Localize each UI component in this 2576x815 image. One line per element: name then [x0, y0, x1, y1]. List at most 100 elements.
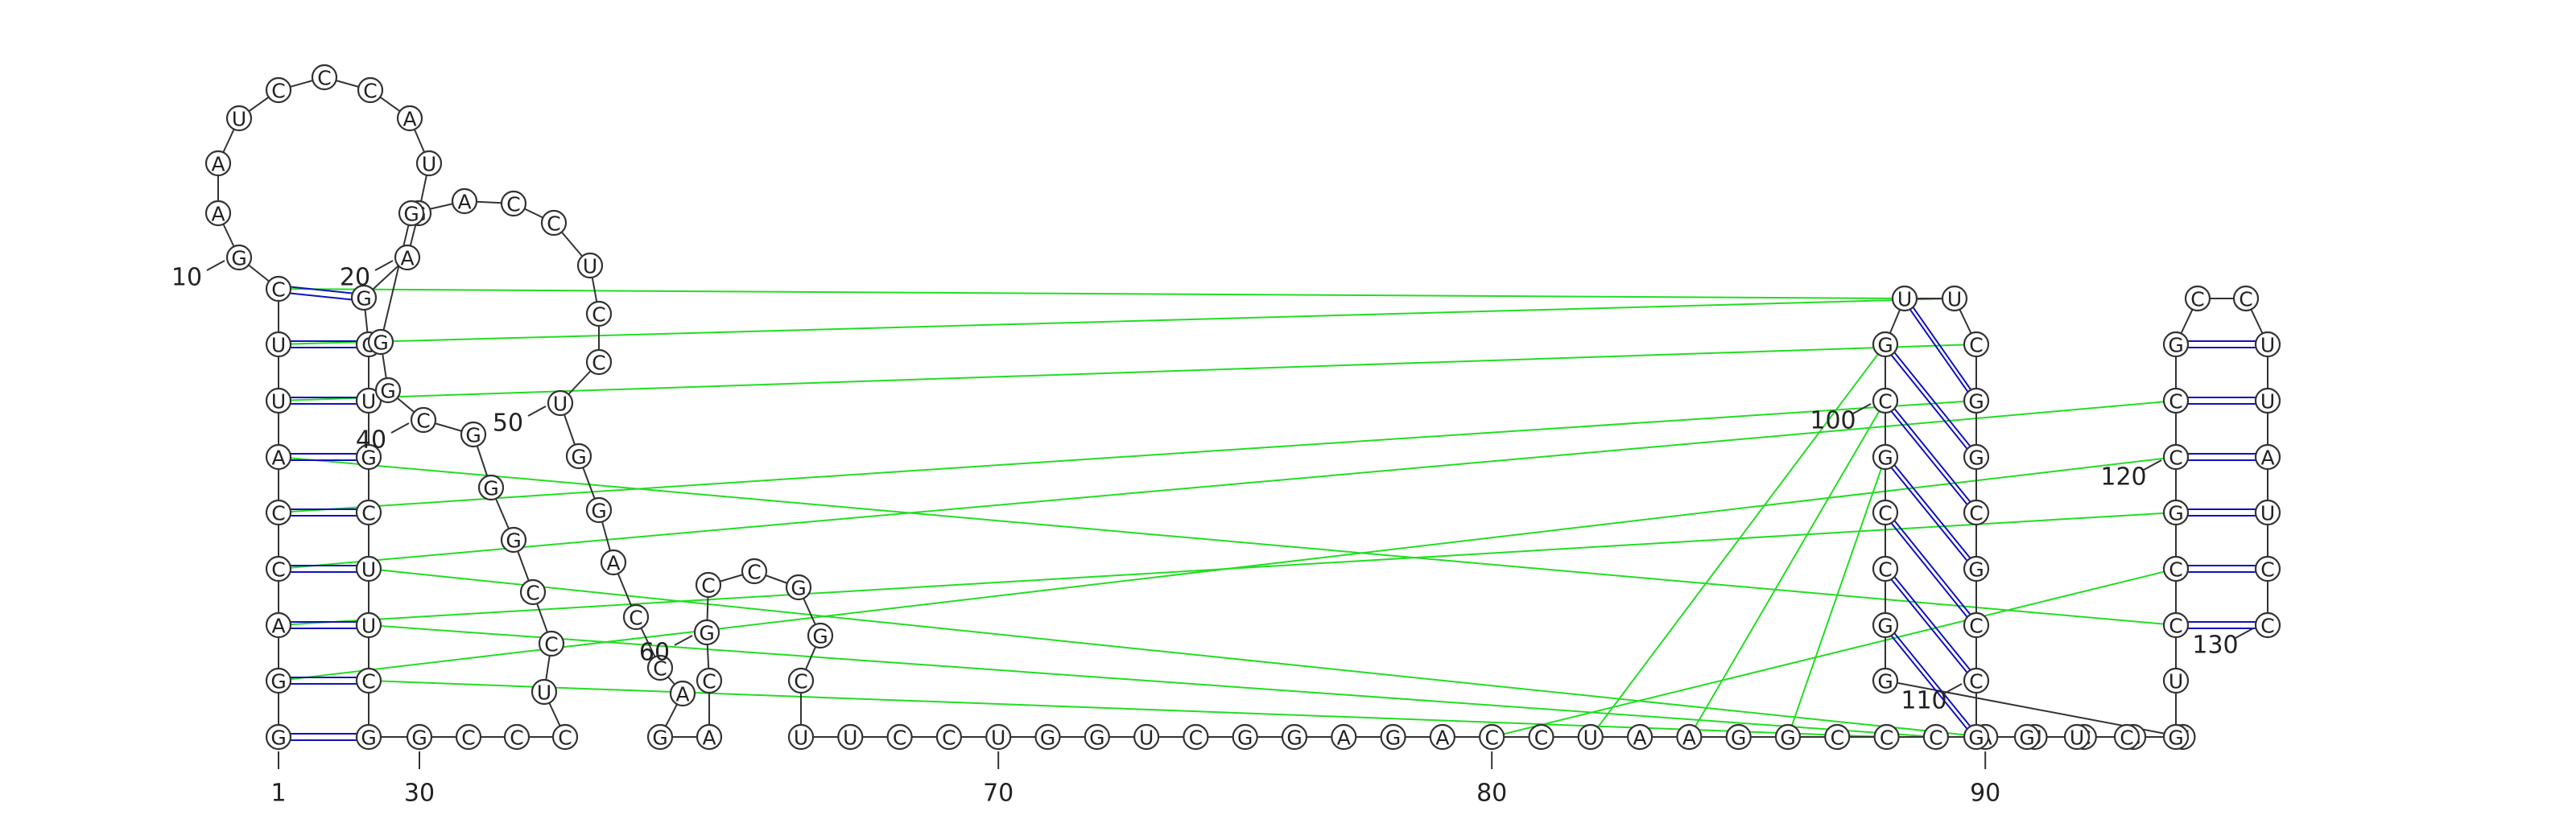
- nucleotide: G: [1281, 723, 1308, 751]
- nucleotide: C: [787, 667, 815, 694]
- nucleotide: G: [1084, 723, 1110, 751]
- tertiary-interaction-line: [368, 624, 1936, 738]
- nucleotide: G: [1872, 443, 1899, 471]
- nucleotide: G: [477, 474, 505, 501]
- nucleotide-letter: G: [591, 500, 606, 523]
- nucleotide: C: [355, 667, 382, 694]
- nucleotide: G: [1963, 723, 1990, 751]
- nucleotide: U: [415, 150, 443, 177]
- nucleotide-letter: G: [231, 247, 246, 270]
- nucleotide: C: [1922, 723, 1949, 751]
- tertiary-interaction-line: [278, 400, 2177, 570]
- position-label: 20: [340, 264, 370, 292]
- nucleotide-letter: U: [2169, 670, 2183, 694]
- nucleotide-letter: C: [702, 670, 716, 694]
- nucleotide: G: [585, 496, 613, 524]
- position-label: 130: [2192, 632, 2238, 660]
- nucleotide-letter: U: [1583, 727, 1598, 750]
- nucleotide: G: [406, 723, 433, 751]
- nucleotide-letter: C: [2239, 288, 2252, 311]
- nucleotide-letter: G: [356, 287, 371, 311]
- base-pair: [1885, 453, 1977, 573]
- nucleotide: A: [696, 723, 723, 751]
- nucleotide-letter: U: [361, 390, 376, 414]
- tertiary-interaction-line: [1491, 568, 2177, 738]
- nucleotide-letter: G: [483, 477, 498, 500]
- nucleotide: G: [2162, 499, 2190, 526]
- nucleotide-letter: C: [2190, 288, 2204, 311]
- base-pair: [279, 621, 369, 629]
- nucleotide-letter: A: [1435, 727, 1449, 750]
- nucleotide: U: [1577, 723, 1604, 751]
- nucleotide-letter: G: [1877, 615, 1893, 638]
- nucleotide-letter: C: [271, 502, 285, 525]
- nucleotide-letter: C: [317, 67, 331, 90]
- nucleotide: C: [1963, 667, 1990, 694]
- nucleotide: C: [500, 190, 527, 217]
- base-pair: [1904, 294, 1977, 405]
- nucleotide-letter: U: [1139, 727, 1154, 750]
- nucleotide-letter: G: [1968, 390, 1984, 414]
- nucleotide: U: [1941, 285, 1968, 312]
- nucleotide-letter: C: [271, 80, 285, 103]
- nucleotide: G: [1872, 331, 1899, 358]
- nucleotide-letter: U: [991, 727, 1005, 750]
- nucleotide: C: [265, 499, 292, 526]
- nucleotide-letter: U: [271, 334, 286, 357]
- base-pair: [279, 508, 369, 517]
- nucleotide-letter: A: [211, 153, 225, 176]
- nucleotide: U: [576, 252, 604, 279]
- tertiary-interaction-line: [278, 288, 1905, 299]
- nucleotide-letter: C: [1969, 502, 1983, 525]
- nucleotide-letter: U: [361, 558, 376, 582]
- nucleotide: G: [1725, 723, 1752, 751]
- nucleotide-letter: G: [1877, 670, 1893, 694]
- base-pair: [2176, 340, 2268, 348]
- nucleotide-letter: C: [2169, 390, 2182, 414]
- nucleotide-letter: C: [2260, 615, 2274, 638]
- nucleotide: C: [1528, 723, 1554, 751]
- nucleotide: C: [696, 667, 723, 694]
- position-label: 10: [171, 264, 202, 292]
- base-pair: [1885, 621, 1977, 741]
- nucleotide-letter: A: [211, 203, 225, 226]
- nucleotide: G: [398, 200, 425, 227]
- nucleotide: C: [410, 406, 437, 434]
- nucleotide-letter: U: [1897, 288, 1912, 311]
- nucleotide-letter: A: [702, 727, 716, 750]
- nucleotide: A: [1626, 723, 1653, 751]
- nucleotide-letter: G: [1089, 727, 1104, 750]
- nucleotide-letter: C: [1929, 727, 1942, 750]
- nucleotide: C: [935, 723, 963, 751]
- nucleotide: C: [1963, 611, 1990, 639]
- nucleotide-letter: G: [380, 380, 395, 403]
- nucleotide: A: [204, 200, 232, 227]
- nucleotide-letter: C: [2169, 447, 2182, 470]
- nucleotide: G: [1872, 611, 1899, 639]
- position-label: 100: [1810, 407, 1856, 435]
- nucleotide: C: [355, 499, 382, 526]
- tertiary-interaction-line: [368, 680, 1887, 738]
- nucleotide: G: [367, 328, 394, 356]
- position-label: 80: [1476, 780, 1507, 808]
- base-pair: [279, 340, 369, 348]
- tertiary-interaction-line: [278, 344, 1977, 401]
- nucleotide: C: [1872, 387, 1899, 414]
- nucleotide: C: [2162, 611, 2190, 639]
- nucleotide-letter: G: [791, 577, 806, 600]
- nucleotide-letter: C: [592, 303, 605, 327]
- nucleotide: U: [530, 678, 558, 706]
- nucleotide-letter: U: [537, 681, 551, 705]
- tertiary-interaction-line: [278, 400, 1977, 513]
- position-label: 40: [356, 426, 386, 455]
- nucleotide: U: [787, 723, 815, 751]
- nucleotide-letter: A: [402, 108, 416, 131]
- nucleotide-letter: C: [747, 561, 761, 584]
- nucleotide-letter: C: [363, 80, 377, 103]
- nucleotide: G: [2013, 723, 2041, 751]
- nucleotide: G: [1774, 723, 1802, 751]
- nucleotide-letter: A: [457, 191, 471, 214]
- nucleotide: G: [500, 526, 527, 554]
- position-label: 110: [1901, 687, 1946, 715]
- nucleotide: U: [1133, 723, 1160, 751]
